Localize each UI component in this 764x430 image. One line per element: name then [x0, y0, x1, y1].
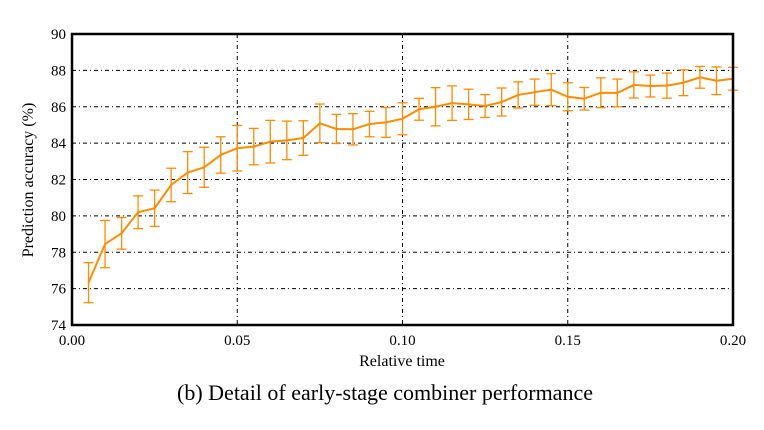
y-tick-label: 88 — [51, 63, 66, 79]
data-point — [418, 108, 420, 111]
data-point — [583, 97, 586, 100]
y-tick-label: 84 — [51, 136, 67, 152]
data-point — [666, 84, 668, 87]
data-point — [682, 81, 685, 84]
data-point — [699, 76, 701, 79]
tick-labels: 0.00 0.05 0.10 0.15 0.20 74 76 78 80 82 84 86 88 90 — [51, 27, 746, 349]
accuracy-line — [87, 76, 734, 284]
data-point — [104, 243, 106, 245]
data-point — [517, 94, 519, 96]
caption: (b) Detail of early-stage combiner perfo… — [177, 380, 593, 405]
data-point — [219, 154, 222, 156]
data-point — [533, 91, 536, 93]
data-point — [500, 101, 503, 103]
data-point — [335, 128, 338, 130]
y-tick-label: 74 — [51, 318, 67, 334]
data-point — [467, 103, 470, 106]
data-point — [352, 128, 354, 131]
y-tick-label: 76 — [51, 282, 67, 298]
y-axis-label: Prediction accuracy (%) — [20, 103, 37, 258]
data-point — [286, 139, 288, 142]
x-tick-label: 0.15 — [555, 333, 581, 349]
data-point — [484, 105, 486, 107]
y-tick-label: 82 — [51, 173, 66, 189]
data-point — [186, 171, 189, 174]
data-point — [302, 137, 305, 139]
grid — [72, 34, 733, 325]
data-point — [649, 85, 652, 87]
y-tick-label: 86 — [51, 100, 67, 116]
data-point — [137, 211, 139, 214]
data-point — [87, 281, 90, 284]
data-point — [401, 117, 404, 120]
data-point — [385, 121, 387, 124]
x-tick-label: 0.00 — [59, 333, 85, 349]
x-tick-label: 0.05 — [224, 333, 250, 349]
data-point — [236, 147, 239, 150]
data-point — [633, 84, 635, 86]
data-point — [434, 105, 437, 108]
data-point — [203, 166, 205, 169]
data-point — [566, 95, 569, 98]
data-point — [252, 145, 255, 148]
data-point — [269, 140, 272, 143]
data-point — [153, 207, 156, 210]
y-tick-label: 78 — [51, 245, 66, 261]
data-point — [368, 123, 371, 125]
data-point — [616, 92, 619, 94]
x-tick-label: 0.10 — [389, 333, 415, 349]
data-point — [600, 91, 602, 94]
data-point — [451, 102, 453, 104]
data-point — [120, 232, 123, 235]
y-tick-label: 90 — [51, 27, 66, 43]
x-axis-label: Relative time — [359, 353, 445, 370]
y-tick-label: 80 — [51, 209, 66, 225]
plot-frame — [70, 32, 735, 327]
data-point — [715, 79, 718, 82]
data-point — [550, 88, 553, 91]
data-point — [170, 184, 172, 186]
x-tick-label: 0.20 — [720, 333, 746, 349]
data-point — [319, 122, 321, 125]
series — [83, 65, 738, 304]
